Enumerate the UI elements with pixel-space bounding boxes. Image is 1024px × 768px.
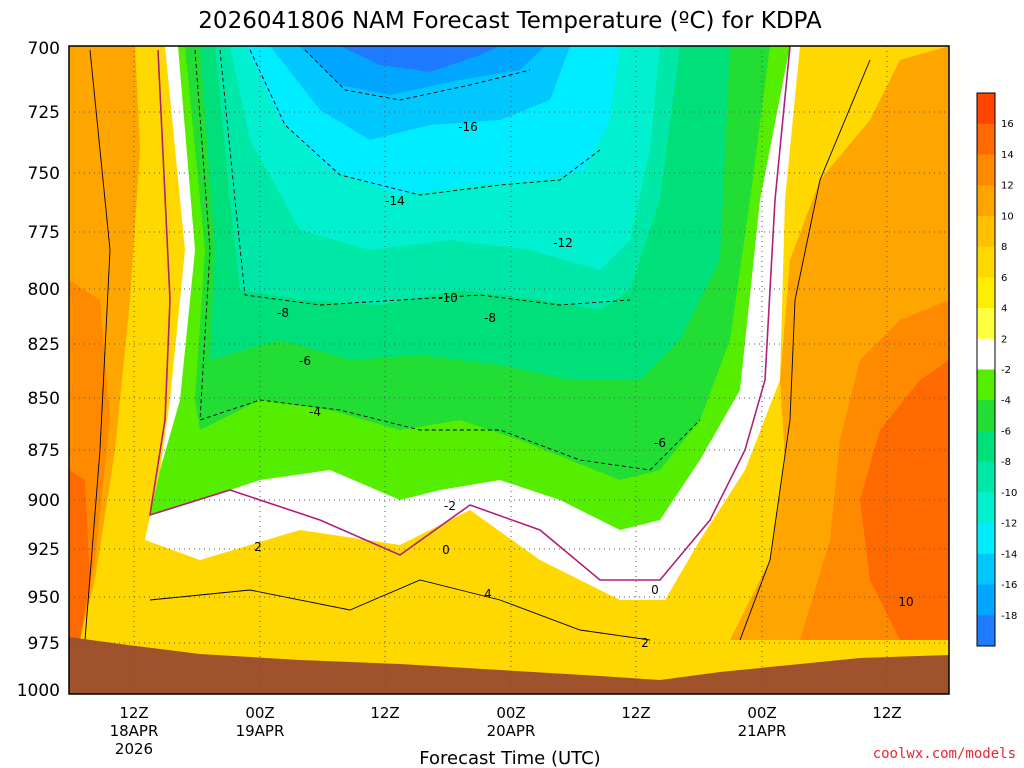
y-tick-label: 700 xyxy=(28,39,60,59)
colorbar-swatch xyxy=(977,492,995,524)
x-tick-label-line1: 00Z xyxy=(747,704,776,722)
colorbar-swatch xyxy=(977,215,995,248)
isotherm-line-plus-4 xyxy=(84,49,111,641)
contour-label: 2 xyxy=(254,540,262,554)
colorbar-label: -6 xyxy=(1001,426,1011,437)
contour-labels: -16 -14 -12 -10 -8 -8 -6 -4 -6 -2 2 0 4 … xyxy=(254,120,913,650)
y-tick-label: 800 xyxy=(28,280,60,300)
ground-surface xyxy=(69,637,949,694)
contour-label: -12 xyxy=(553,236,573,250)
colorbar-swatch xyxy=(977,523,995,555)
colorbar-label: -14 xyxy=(1001,549,1017,560)
colorbar-swatch xyxy=(977,553,995,586)
y-tick-label: 825 xyxy=(28,335,60,355)
isotherm-line-minus-8 xyxy=(219,49,631,306)
colorbar: 16 14 12 10 8 6 4 2 -2 -4 -6 -8 -10 -12 -14 -16 -18 xyxy=(976,92,1017,647)
y-tick-label: 725 xyxy=(28,103,60,123)
y-tick-label: 875 xyxy=(28,441,60,461)
x-tick-label-line1: 12Z xyxy=(119,704,148,722)
y-tick-label: 750 xyxy=(28,164,60,184)
contour-label: -10 xyxy=(438,291,458,305)
colorbar-label: 12 xyxy=(1001,181,1014,192)
x-tick-label-line1: 00Z xyxy=(496,704,525,722)
contour-label: 2 xyxy=(641,636,649,650)
colorbar-swatch xyxy=(977,338,995,370)
colorbar-label: -4 xyxy=(1001,396,1011,407)
x-tick-label-line3: 2026 xyxy=(115,740,153,758)
colorbar-label: 2 xyxy=(1001,334,1007,345)
isotherm-line-plus-8-right xyxy=(739,59,871,641)
isotherm-line-minus-12 xyxy=(249,49,601,196)
colorbar-swatch xyxy=(977,123,995,155)
colorbar-swatch xyxy=(977,246,995,278)
isotherm-line-minus-4 xyxy=(194,49,701,471)
y-tick-label: 900 xyxy=(28,491,60,511)
colorbar-frame xyxy=(976,92,996,647)
contour-label: -6 xyxy=(654,436,666,450)
colorbar-swatch xyxy=(977,93,995,125)
contour-label: 0 xyxy=(651,583,659,597)
contour-label: -8 xyxy=(277,306,289,320)
grid xyxy=(69,46,949,694)
colorbar-label: 10 xyxy=(1001,211,1014,222)
chart-title: 2026041806 NAM Forecast Temperature (ºC)… xyxy=(198,8,822,34)
plot-frame xyxy=(68,45,950,695)
colorbar-swatch xyxy=(977,584,995,616)
field-band-minus-18 xyxy=(340,46,500,72)
colorbar-swatch xyxy=(977,615,995,647)
colorbar-swatch xyxy=(977,154,995,186)
contour-label: -8 xyxy=(484,311,496,325)
contour-label: -16 xyxy=(458,120,478,134)
x-axis-title: Forecast Time (UTC) xyxy=(419,748,600,768)
colorbar-swatch xyxy=(977,461,995,493)
y-tick-label: 950 xyxy=(28,588,60,608)
colorbar-label: -16 xyxy=(1001,580,1017,591)
colorbar-label: -12 xyxy=(1001,519,1017,530)
colorbar-label: -10 xyxy=(1001,488,1017,499)
contour-label: 0 xyxy=(442,543,450,557)
x-tick-label-line2: 20APR xyxy=(487,722,536,740)
y-tick-label: 1000 xyxy=(17,681,60,701)
y-tick-label: 850 xyxy=(28,389,60,409)
contour-label: -14 xyxy=(385,194,405,208)
colorbar-label: -2 xyxy=(1001,365,1011,376)
x-axis: 12Z 18APR 2026 00Z 19APR 12Z 00Z 20APR 1… xyxy=(110,704,902,758)
y-tick-label: 925 xyxy=(28,540,60,560)
colorbar-swatch xyxy=(977,185,995,217)
colorbar-label: 6 xyxy=(1001,273,1007,284)
contour-label: -4 xyxy=(309,405,321,419)
plot-area xyxy=(69,46,949,694)
x-tick-label-line1: 00Z xyxy=(245,704,274,722)
x-tick-label-line1: 12Z xyxy=(621,704,650,722)
credit-link[interactable]: coolwx.com/models xyxy=(873,746,1016,762)
colorbar-swatch xyxy=(977,277,995,309)
colorbar-swatch xyxy=(977,430,995,463)
contour-label: 10 xyxy=(898,595,913,609)
x-tick-label-line2: 21APR xyxy=(738,722,787,740)
x-tick-label-line2: 19APR xyxy=(236,722,285,740)
y-tick-label: 775 xyxy=(28,223,60,243)
colorbar-swatch xyxy=(977,369,995,401)
colorbar-swatch xyxy=(977,308,995,340)
colorbar-label: 14 xyxy=(1001,150,1014,161)
colorbar-swatch xyxy=(977,400,995,432)
y-axis: 700 725 750 775 800 825 850 875 900 925 … xyxy=(17,39,60,701)
colorbar-label: 4 xyxy=(1001,304,1007,315)
colorbar-label: 8 xyxy=(1001,242,1007,253)
colorbar-label: 16 xyxy=(1001,119,1014,130)
contour-label: 4 xyxy=(484,587,492,601)
x-tick-label-line1: 12Z xyxy=(370,704,399,722)
isotherm-line-plus-4-lower xyxy=(149,579,651,641)
y-tick-label: 975 xyxy=(28,634,60,654)
colorbar-label: -18 xyxy=(1001,611,1017,622)
zero-isotherm-line xyxy=(149,46,791,581)
contour-label: -2 xyxy=(444,499,456,513)
x-tick-label-line2: 18APR xyxy=(110,722,159,740)
contour-label: -6 xyxy=(299,354,311,368)
isotherm-line-minus-16 xyxy=(304,49,531,101)
colorbar-label: -8 xyxy=(1001,457,1011,468)
x-tick-label-line1: 12Z xyxy=(872,704,901,722)
